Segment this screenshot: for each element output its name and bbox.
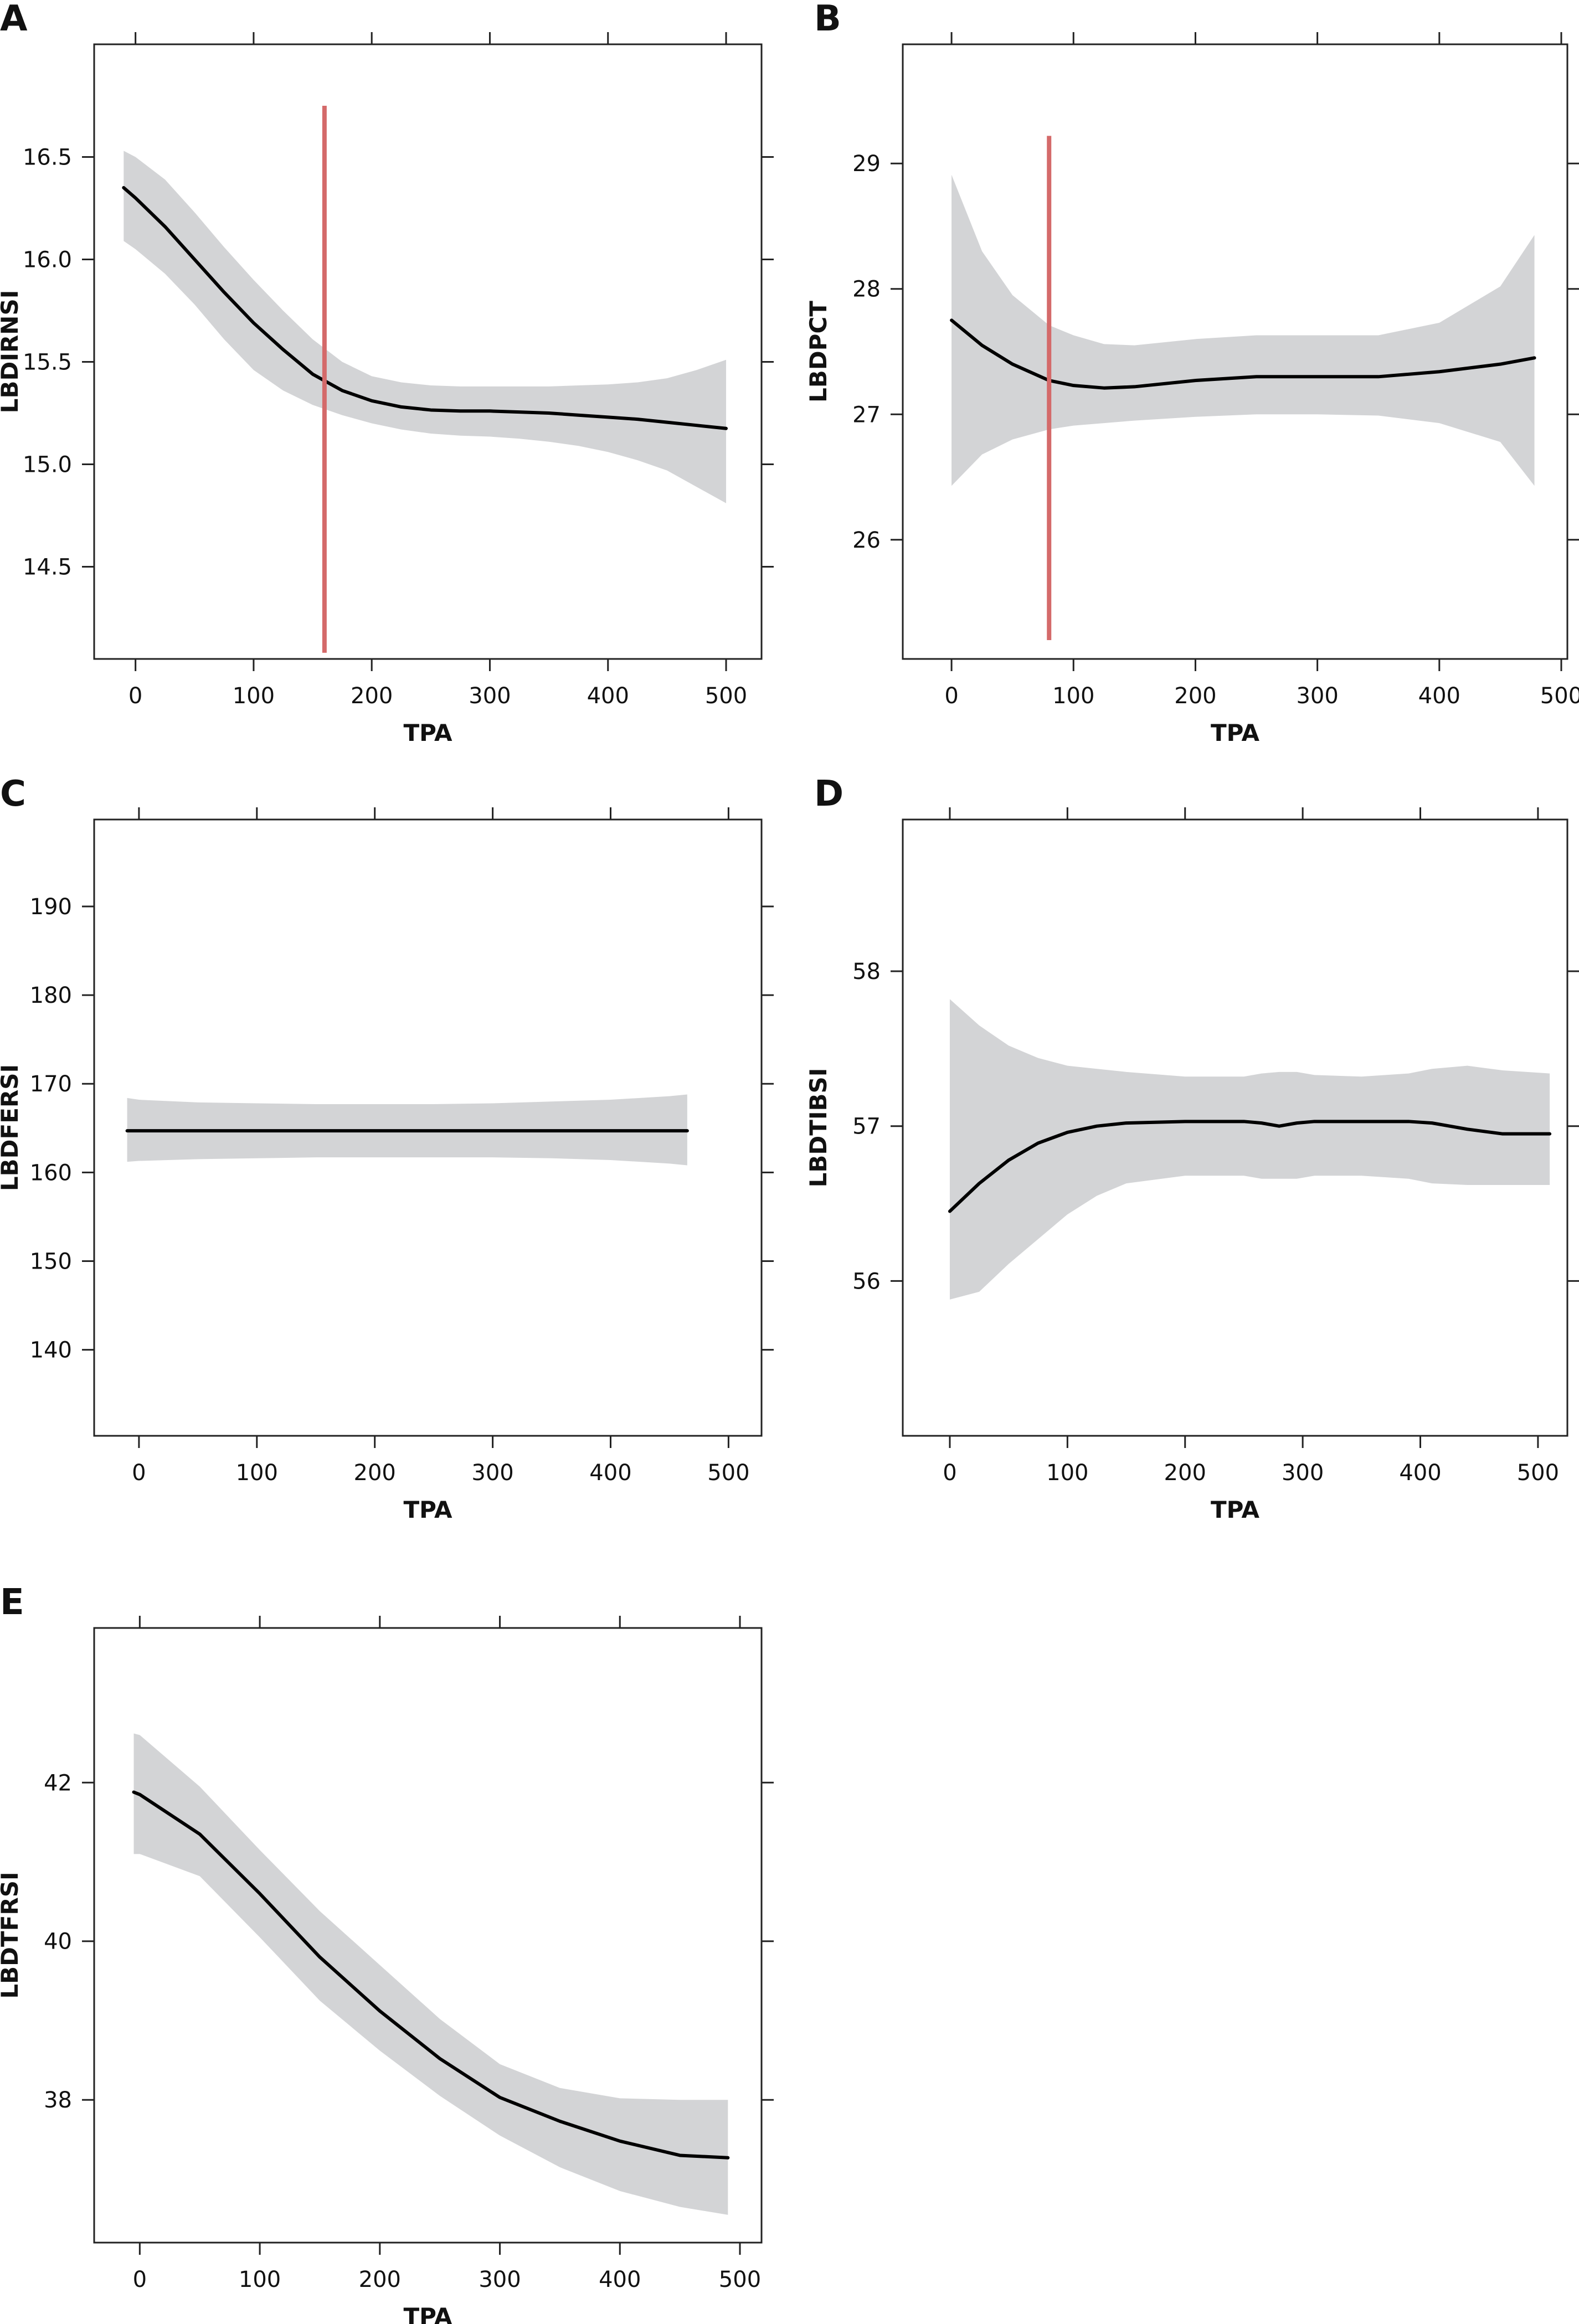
panel-a: 0 100 200 300 400 500 14.5 15.0 15.5 16.0 16.5 TPA L… bbox=[0, 0, 774, 746]
panel-d-letter: D bbox=[814, 774, 843, 815]
panel-b: 0 100 200 300 400 500 26 27 28 29 TPA LBDPCT B bbox=[805, 0, 1579, 746]
panel-b-x-axis-label: TPA bbox=[1211, 719, 1260, 746]
panel-a-ytick-label: 15.5 bbox=[23, 350, 72, 375]
panel-a-x-axis-label: TPA bbox=[403, 719, 452, 746]
panel-b-xtick-label: 400 bbox=[1418, 683, 1460, 709]
panel-b-y-axis-label: LBDPCT bbox=[805, 301, 832, 403]
panel-a-ytick-label: 16.5 bbox=[23, 145, 72, 171]
panel-e-xtick-label: 0 bbox=[133, 2267, 147, 2292]
panel-e-xtick-label: 100 bbox=[239, 2267, 281, 2292]
panel-a-fit-line bbox=[122, 186, 728, 430]
panel-c-xtick-label: 200 bbox=[354, 1460, 396, 1486]
panel-a-xtick-label: 200 bbox=[351, 683, 393, 709]
panel-d-xtick-label: 500 bbox=[1517, 1460, 1559, 1486]
panel-e-ytick-label: 40 bbox=[44, 1929, 72, 1955]
panel-c-letter: C bbox=[0, 774, 26, 815]
panel-d-xtick-label: 400 bbox=[1399, 1460, 1441, 1486]
panel-d-xtick-label: 100 bbox=[1046, 1460, 1088, 1486]
panel-a-xtick-label: 0 bbox=[128, 683, 142, 709]
panel-b-ytick-label: 28 bbox=[852, 277, 881, 302]
panel-d-confidence-band bbox=[949, 999, 1550, 1300]
panel-e-letter: E bbox=[0, 1582, 24, 1623]
panel-d-xtick-label: 300 bbox=[1282, 1460, 1324, 1486]
panel-d-ytick-label: 56 bbox=[852, 1269, 881, 1294]
panel-c-xtick-label: 400 bbox=[589, 1460, 631, 1486]
panel-d-fit-line bbox=[948, 1120, 1552, 1213]
panel-d-xtick-label: 0 bbox=[943, 1460, 956, 1486]
panel-e-fit-line bbox=[132, 1790, 730, 2160]
panel-b-ytick-label: 26 bbox=[852, 528, 881, 553]
panel-b-xtick-label: 300 bbox=[1296, 683, 1338, 709]
panel-e-xtick-label: 500 bbox=[719, 2267, 761, 2292]
panel-c-y-axis-label: LBDFERSI bbox=[0, 1064, 23, 1191]
panel-c-ytick-label: 150 bbox=[30, 1249, 72, 1275]
panel-a-y-axis-label: LBDIRNSI bbox=[0, 290, 23, 414]
panel-e-xtick-label: 400 bbox=[599, 2267, 641, 2292]
panel-b-letter: B bbox=[814, 0, 841, 39]
panel-e-ytick-label: 42 bbox=[44, 1770, 72, 1796]
panel-e-ytick-label: 38 bbox=[44, 2088, 72, 2113]
panel-c-xtick-label: 300 bbox=[471, 1460, 513, 1486]
panel-c-ytick-label: 180 bbox=[30, 983, 72, 1008]
panel-a-xtick-label: 400 bbox=[587, 683, 629, 709]
panel-a-ytick-label: 16.0 bbox=[23, 248, 72, 273]
panel-e: 0 100 200 300 400 500 38 40 42 TPA LBDTFRSI E bbox=[0, 1582, 774, 2324]
panel-b-plot-frame bbox=[902, 43, 1568, 660]
panel-e-plot-frame bbox=[93, 1627, 763, 2244]
panel-d-y-axis-label: LBDTIBSI bbox=[805, 1068, 832, 1188]
panel-b-xtick-label: 0 bbox=[944, 683, 958, 709]
panel-e-x-axis-label: TPA bbox=[403, 2303, 452, 2324]
panel-c: 0 100 200 300 400 500 140 150 160 170 180 190 TPA LBD… bbox=[0, 774, 774, 1523]
panel-b-ytick-label: 29 bbox=[852, 151, 881, 177]
panel-d: 0 100 200 300 400 500 56 57 58 TPA LBDTIBSI D bbox=[805, 774, 1579, 1523]
panel-d-ytick-label: 58 bbox=[852, 959, 881, 985]
panel-c-ytick-label: 190 bbox=[30, 894, 72, 920]
panel-c-ytick-label: 160 bbox=[30, 1160, 72, 1186]
panel-a-ytick-label: 14.5 bbox=[23, 555, 72, 580]
panel-d-x-axis-label: TPA bbox=[1211, 1496, 1260, 1523]
panel-c-xtick-label: 500 bbox=[707, 1460, 749, 1486]
panel-e-xtick-label: 200 bbox=[359, 2267, 401, 2292]
panel-c-ytick-label: 170 bbox=[30, 1071, 72, 1097]
panel-b-confidence-band bbox=[951, 174, 1535, 486]
panel-b-fit-line bbox=[950, 318, 1536, 390]
panel-c-plot-frame bbox=[93, 818, 763, 1437]
panel-c-xtick-label: 0 bbox=[132, 1460, 146, 1486]
panel-e-xtick-label: 300 bbox=[479, 2267, 521, 2292]
panel-c-xtick-label: 100 bbox=[236, 1460, 278, 1486]
panel-d-xtick-label: 200 bbox=[1164, 1460, 1206, 1486]
panel-a-xtick-label: 500 bbox=[705, 683, 747, 709]
panel-a-letter: A bbox=[0, 0, 28, 39]
panel-a-xtick-label: 300 bbox=[469, 683, 511, 709]
panel-a-ytick-label: 15.0 bbox=[23, 452, 72, 478]
panel-b-ytick-label: 27 bbox=[852, 402, 881, 427]
panel-b-xtick-label: 500 bbox=[1540, 683, 1579, 709]
panel-c-x-axis-label: TPA bbox=[403, 1496, 452, 1523]
panel-c-ytick-label: 140 bbox=[30, 1338, 72, 1363]
panel-d-ytick-label: 57 bbox=[852, 1114, 881, 1140]
panel-b-xtick-label: 200 bbox=[1174, 683, 1216, 709]
panel-e-confidence-band bbox=[133, 1733, 728, 2215]
panel-a-xtick-label: 100 bbox=[233, 683, 275, 709]
panel-d-plot-frame bbox=[902, 818, 1568, 1437]
panel-a-plot-frame bbox=[93, 43, 763, 660]
panel-b-xtick-label: 100 bbox=[1052, 683, 1094, 709]
panel-e-y-axis-label: LBDTFRSI bbox=[0, 1872, 23, 1998]
